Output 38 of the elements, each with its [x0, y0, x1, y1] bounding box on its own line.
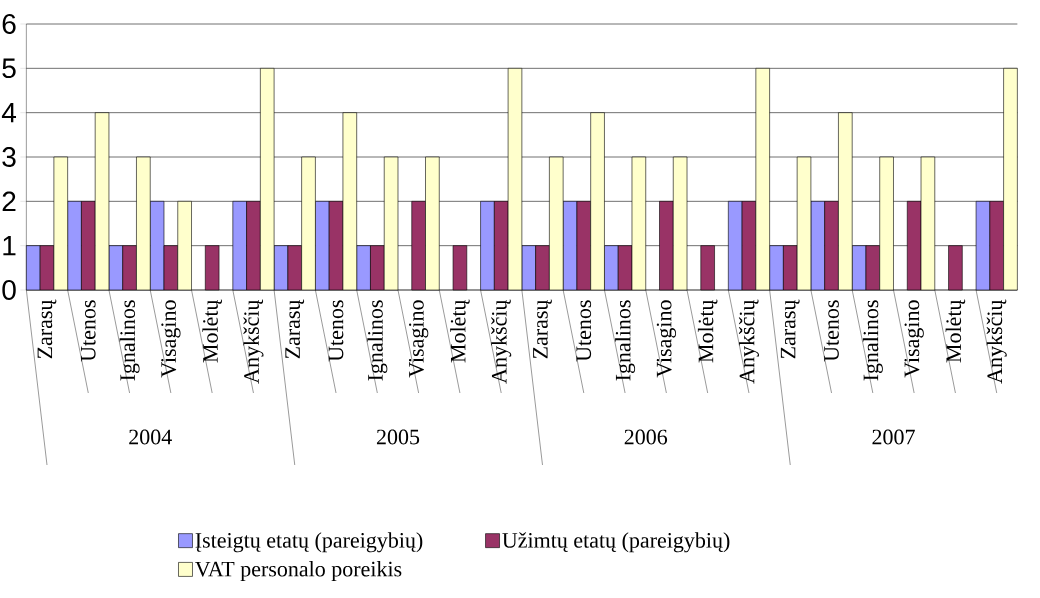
x-tick-label: Zarasų [285, 299, 305, 359]
legend-label: Užimtų etatų (pareigybių) [502, 532, 730, 553]
x-tick-label: Visagino [408, 300, 429, 378]
y-tick-label: 0 [2, 280, 16, 300]
x-tick-label: Utenos [824, 300, 839, 362]
text: 2007 [872, 429, 915, 445]
x-tick-label: Utenos [328, 300, 344, 362]
x-tick-label: Anykščių [986, 299, 1007, 384]
legend-label: VAT personalo poreikis [195, 561, 402, 581]
x-tick-label: Zarasų [780, 299, 800, 359]
x-tick-label: Molėtų [202, 299, 222, 363]
y-tick-label: 5 [2, 58, 16, 79]
x-tick-label: Ignalinos [615, 300, 636, 381]
x-tick-label: Zarasų [533, 299, 552, 359]
x-tick-label: Visagino [656, 300, 677, 378]
x-tick-label: Anykščių [738, 299, 759, 384]
text: 2006 [624, 429, 668, 445]
y-tick-label: 4 [1, 103, 17, 123]
x-tick-label: Ignalinos [367, 300, 388, 381]
x-tick-label: Anykščių [491, 299, 512, 384]
x-tick-label: Molėtų [697, 299, 718, 363]
y-tick-label: 3 [2, 147, 16, 167]
legend-label: Įsteigtų etatų (pareigybių) [195, 532, 423, 553]
x-tick-label: Molėtų [450, 299, 470, 363]
text: 2004 [129, 429, 172, 445]
x-tick-label: Zarasų [37, 299, 57, 359]
x-tick-label: Visagino [161, 300, 181, 378]
x-tick-label: Anykščių [243, 299, 264, 384]
y-tick-label: 1 [3, 236, 16, 256]
x-tick-label: Utenos [80, 300, 96, 362]
x-tick-label: Ignalinos [119, 300, 140, 381]
y-tick-label: 2 [2, 191, 16, 212]
x-tick-label: Molėtų [945, 299, 966, 363]
text: 2005 [376, 429, 420, 445]
x-tick-label: Ignalinos [862, 300, 883, 381]
x-tick-label: Visagino [904, 300, 924, 378]
y-tick-label: 6 [2, 14, 16, 34]
x-tick-label: Utenos [576, 300, 592, 362]
